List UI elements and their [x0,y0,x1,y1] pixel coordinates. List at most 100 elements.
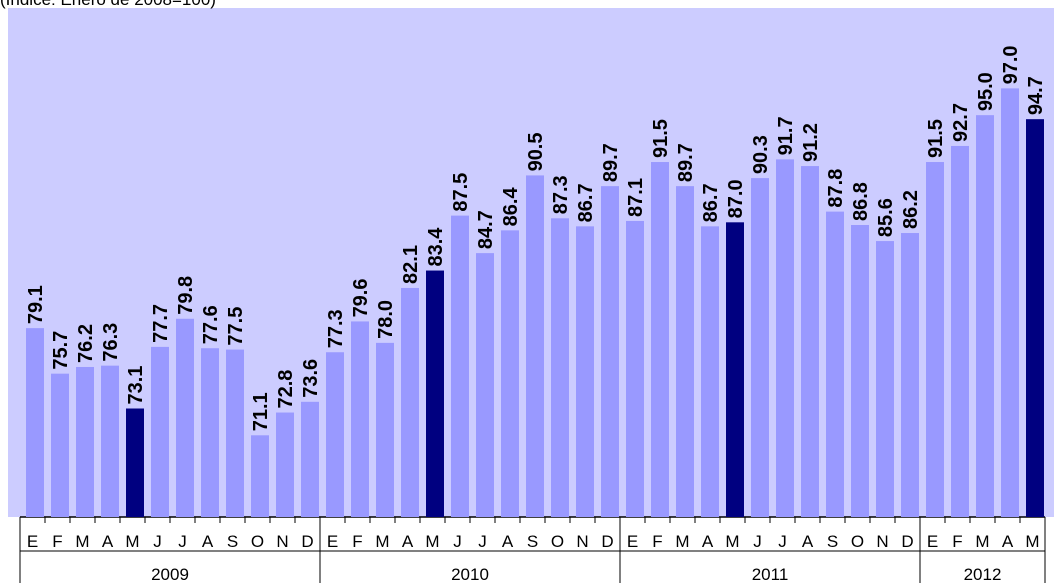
x-tick-label: J [478,532,487,551]
bar [701,226,719,517]
x-tick-label: A [402,532,414,551]
bar [751,178,769,517]
value-label: 84.7 [475,210,497,249]
x-tick-label: M [975,532,989,551]
bar [51,373,69,517]
value-label: 87.8 [825,169,847,208]
x-tick-label: E [327,532,338,551]
bar [876,241,894,517]
year-label: 2009 [151,565,189,583]
x-tick-label: F [652,532,662,551]
x-tick-label: E [27,532,38,551]
value-label: 91.5 [925,119,947,158]
bar [776,159,794,517]
bar [351,321,369,517]
x-tick-label: E [627,532,638,551]
x-tick-label: A [1002,532,1014,551]
x-tick-label: J [753,532,762,551]
value-label: 83.4 [425,227,447,267]
x-tick-label: J [778,532,787,551]
value-label: 72.8 [275,370,297,409]
x-tick-label: J [453,532,462,551]
bar [926,162,944,517]
bar [901,233,919,517]
value-label: 91.7 [775,116,797,155]
x-tick-label: A [502,532,514,551]
x-tick-label: A [102,532,114,551]
bar [201,348,219,517]
x-tick-label: O [551,532,564,551]
value-label: 92.7 [950,103,972,142]
value-label: 71.1 [250,392,272,431]
bar [851,224,869,517]
bar [1001,88,1019,518]
bar [251,435,269,517]
bar [676,186,694,517]
value-label: 87.0 [725,179,747,218]
value-label: 77.7 [150,304,172,343]
bar [526,175,544,517]
value-label: 91.5 [650,119,672,158]
x-tick-label: S [827,532,838,551]
value-label: 89.7 [600,143,622,182]
x-tick-label: M [125,532,139,551]
x-tick-label: A [802,532,814,551]
bar [726,222,744,517]
x-tick-label: M [75,532,89,551]
x-tick-label: N [576,532,588,551]
x-tick-label: O [851,532,864,551]
value-label: 79.6 [350,278,372,317]
bar [126,408,144,517]
bar [601,186,619,517]
bar [826,211,844,517]
x-tick-label: N [876,532,888,551]
x-tick-label: N [276,532,288,551]
value-label: 97.0 [1000,45,1022,84]
x-tick-label: E [927,532,938,551]
chart-title: (Indice: Enero de 2008=100) [0,0,216,9]
x-tick-label: M [725,532,739,551]
bar [626,220,644,517]
bar [276,412,294,517]
bar [651,162,669,517]
value-label: 79.8 [175,276,197,315]
value-label: 77.3 [325,309,347,348]
value-label: 78.0 [375,300,397,339]
x-tick-label: M [675,532,689,551]
bar [576,226,594,517]
value-label: 73.1 [125,366,147,405]
bar [426,270,444,517]
year-label: 2010 [451,565,489,583]
value-label: 87.3 [550,175,572,214]
value-label: 90.3 [750,135,772,174]
value-label: 82.1 [400,245,422,284]
x-tick-label: J [153,532,162,551]
value-label: 86.8 [850,182,872,221]
value-label: 85.6 [875,198,897,237]
x-tick-label: O [251,532,264,551]
x-tick-label: S [527,532,538,551]
bar [376,342,394,517]
bar [501,230,519,517]
x-tick-label: A [702,532,714,551]
value-label: 91.2 [800,123,822,162]
x-tick-label: A [202,532,214,551]
value-label: 77.5 [225,307,247,346]
bar [801,166,819,517]
x-tick-label: F [952,532,962,551]
x-tick-label: S [227,532,238,551]
bar [226,349,244,517]
value-label: 76.2 [75,324,97,363]
value-label: 79.1 [25,285,47,324]
bar [76,366,94,517]
bar [401,287,419,517]
value-label: 89.7 [675,143,697,182]
year-label: 2011 [752,565,789,583]
x-tick-label: F [352,532,362,551]
value-label: 86.7 [575,183,597,222]
bar [451,215,469,518]
x-tick-label: D [601,532,613,551]
value-label: 87.1 [625,178,647,217]
value-label: 87.5 [450,173,472,212]
